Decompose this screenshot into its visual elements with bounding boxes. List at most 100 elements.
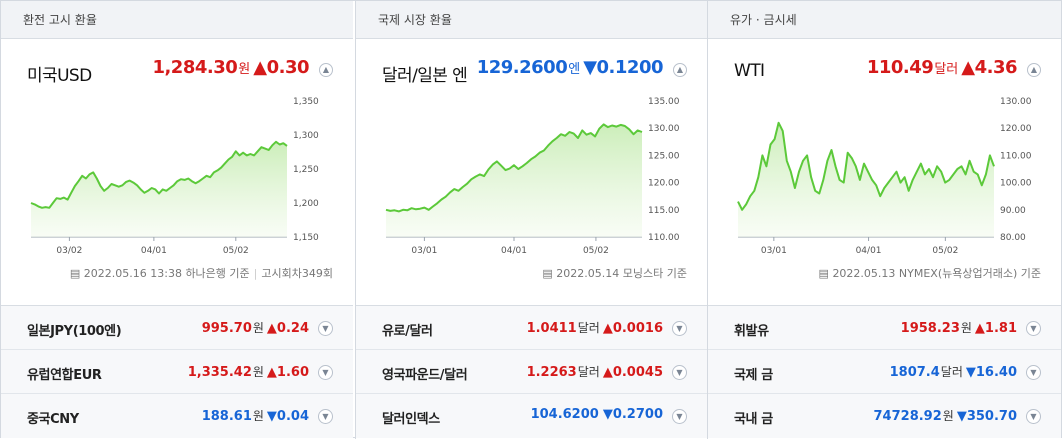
x-tick-label: 04/01 [856, 246, 882, 256]
row-unit: 원 [960, 321, 972, 335]
row-unit: 달러 [940, 365, 963, 379]
y-tick-label: 125.00 [648, 151, 680, 161]
list-item[interactable]: 유럽연합EUR 1,335.42원 ▲1.60 ▼ [1, 350, 353, 394]
y-tick-label: 120.00 [648, 179, 680, 189]
quote-value: 129.2600 [476, 57, 568, 78]
chevron-up-icon[interactable]: ▲ [319, 63, 333, 77]
chart-footer: ▤ 2022.05.13 NYMEX(뉴욕상업거래소) 기준 [819, 265, 1041, 281]
chart-wti: 130.00 120.00 110.00 100.00 90.00 80.00 03/01 0… [734, 93, 1044, 263]
area-fill [31, 141, 287, 237]
list-item[interactable]: 유로/달러 1.0411달러 ▲0.0016 ▼ [356, 306, 707, 350]
row-unit: 원 [252, 409, 264, 423]
chevron-down-icon[interactable]: ▼ [318, 321, 333, 336]
chart-usd: 1,350 1,300 1,250 1,200 1,150 03/02 04/01 05/02 [27, 93, 337, 263]
row-unit: 원 [252, 365, 264, 379]
row-value: 995.70 [201, 321, 252, 336]
list-item[interactable]: 영국파운드/달러 1.2263달러 ▲0.0045 ▼ [356, 350, 707, 394]
quote: 1,284.30원 ▲0.30 [152, 57, 309, 78]
row-quote: 104.6200 ▼0.2700 [531, 407, 663, 422]
main-quote: 달러/일본 엔 129.2600엔 ▼0.1200 ▲ [382, 57, 687, 87]
list-item[interactable]: 국제 금 1807.4달러 ▼16.40 ▼ [708, 350, 1061, 394]
x-tick-label: 03/02 [56, 246, 82, 256]
quote: 110.49달러 ▲4.36 [866, 57, 1018, 78]
footer-round: 고시회차349회 [261, 267, 333, 280]
y-tick-label: 110.00 [1000, 151, 1032, 161]
row-unit: 원 [252, 321, 264, 335]
quote-unit: 원 [238, 62, 251, 77]
document-icon: ▤ [69, 267, 81, 280]
panel-oil-gold: 유가 · 금시세 WTI 110.49달러 ▲4.36 ▲ 130.00 120.0… [707, 1, 1061, 439]
y-tick-label: 1,150 [293, 233, 319, 243]
x-tick-label: 05/02 [583, 246, 609, 256]
row-name: 국내 금 [734, 412, 773, 427]
row-value: 1,335.42 [187, 365, 252, 380]
row-name: 휘발유 [734, 324, 769, 339]
quote-value: 1,284.30 [152, 57, 238, 78]
row-name: 중국CNY [27, 412, 79, 427]
chevron-up-icon[interactable]: ▲ [673, 63, 687, 77]
row-unit: 원 [942, 409, 954, 423]
quote-unit: 엔 [568, 62, 581, 77]
chevron-up-icon[interactable]: ▲ [1027, 63, 1041, 77]
rate-list: 유로/달러 1.0411달러 ▲0.0016 ▼ 영국파운드/달러 1.2263달… [356, 305, 707, 438]
y-tick-label: 1,200 [293, 199, 319, 209]
series-line [385, 123, 643, 213]
commodity-name[interactable]: WTI [734, 61, 765, 81]
chevron-down-icon[interactable]: ▼ [318, 409, 333, 424]
chevron-down-icon[interactable]: ▼ [672, 409, 687, 424]
x-tick-label: 04/01 [501, 246, 527, 256]
chevron-down-icon[interactable]: ▼ [1026, 321, 1041, 336]
row-value: 1807.4 [889, 365, 940, 380]
row-name: 일본JPY(100엔) [27, 324, 122, 339]
y-tick-label: 100.00 [1000, 179, 1032, 189]
series-line [30, 140, 288, 209]
tab-oil-gold[interactable]: 유가 · 금시세 [708, 1, 1061, 39]
list-item[interactable]: 일본JPY(100엔) 995.70원 ▲0.24 ▼ [1, 306, 353, 350]
footer-source: 2022.05.13 NYMEX(뉴욕상업거래소) 기준 [832, 267, 1041, 280]
quote-change: ▼0.1200 [583, 57, 663, 78]
y-tick-label: 90.00 [1000, 206, 1026, 216]
list-item[interactable]: 국내 금 74728.92원 ▼350.70 ▼ [708, 394, 1061, 438]
chevron-down-icon[interactable]: ▼ [318, 365, 333, 380]
row-quote: 1,335.42원 ▲1.60 [188, 363, 309, 380]
chevron-down-icon[interactable]: ▼ [672, 321, 687, 336]
row-name: 달러인덱스 [382, 412, 440, 427]
row-unit: 달러 [577, 365, 600, 379]
x-tick-label: 04/01 [141, 246, 167, 256]
list-item[interactable]: 휘발유 1958.23원 ▲1.81 ▼ [708, 306, 1061, 350]
chevron-down-icon[interactable]: ▼ [672, 365, 687, 380]
row-unit: 달러 [577, 321, 600, 335]
chevron-down-icon[interactable]: ▼ [1026, 409, 1041, 424]
list-item[interactable]: 중국CNY 188.61원 ▼0.04 ▼ [1, 394, 353, 438]
x-tick-label: 03/01 [761, 246, 787, 256]
row-value: 1958.23 [900, 321, 960, 336]
y-tick-label: 120.00 [1000, 124, 1032, 134]
currency-name[interactable]: 미국USD [27, 66, 92, 86]
tab-fx-notice[interactable]: 환전 고시 환율 [1, 1, 353, 39]
y-tick-label: 130.00 [1000, 97, 1032, 107]
chevron-down-icon[interactable]: ▼ [1026, 365, 1041, 380]
document-icon: ▤ [542, 267, 553, 280]
row-value: 1.2263 [526, 365, 577, 380]
currency-name[interactable]: 달러/일본 엔 [382, 66, 468, 86]
quote-value: 110.49 [866, 57, 934, 78]
y-tick-label: 1,350 [293, 97, 319, 107]
y-tick-label: 80.00 [1000, 233, 1026, 243]
row-name: 유럽연합EUR [27, 368, 102, 383]
row-quote: 188.61원 ▼0.04 [202, 407, 309, 424]
quote-change: ▲4.36 [961, 57, 1017, 78]
row-quote: 1.2263달러 ▲0.0045 [527, 363, 663, 380]
row-change: ▲1.60 [266, 365, 309, 380]
y-tick-label: 115.00 [648, 206, 680, 216]
chart-footer: ▤ 2022.05.16 13:38 하나은행 기준 | 고시회차349회 [70, 265, 333, 281]
row-quote: 995.70원 ▲0.24 [202, 319, 309, 336]
tab-intl-fx[interactable]: 국제 시장 환율 [356, 1, 707, 39]
list-item[interactable]: 달러인덱스 104.6200 ▼0.2700 ▼ [356, 394, 707, 438]
area-fill [738, 122, 994, 237]
row-name: 영국파운드/달러 [382, 368, 468, 383]
row-value: 1.0411 [526, 321, 577, 336]
series-line [737, 121, 995, 211]
y-tick-label: 130.00 [648, 124, 680, 134]
row-change: ▲0.24 [266, 321, 309, 336]
